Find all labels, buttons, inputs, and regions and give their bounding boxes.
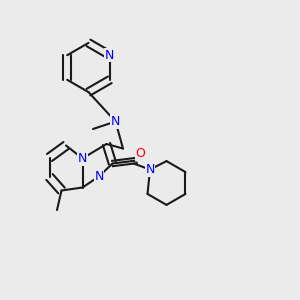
Text: N: N [111, 115, 120, 128]
Text: O: O [136, 147, 145, 161]
Text: N: N [145, 163, 155, 176]
Text: N: N [105, 49, 115, 62]
Text: N: N [94, 170, 104, 183]
Text: N: N [105, 49, 115, 62]
Text: N: N [111, 115, 120, 128]
Text: N: N [145, 163, 155, 176]
Text: O: O [136, 147, 145, 161]
Text: N: N [78, 152, 87, 165]
